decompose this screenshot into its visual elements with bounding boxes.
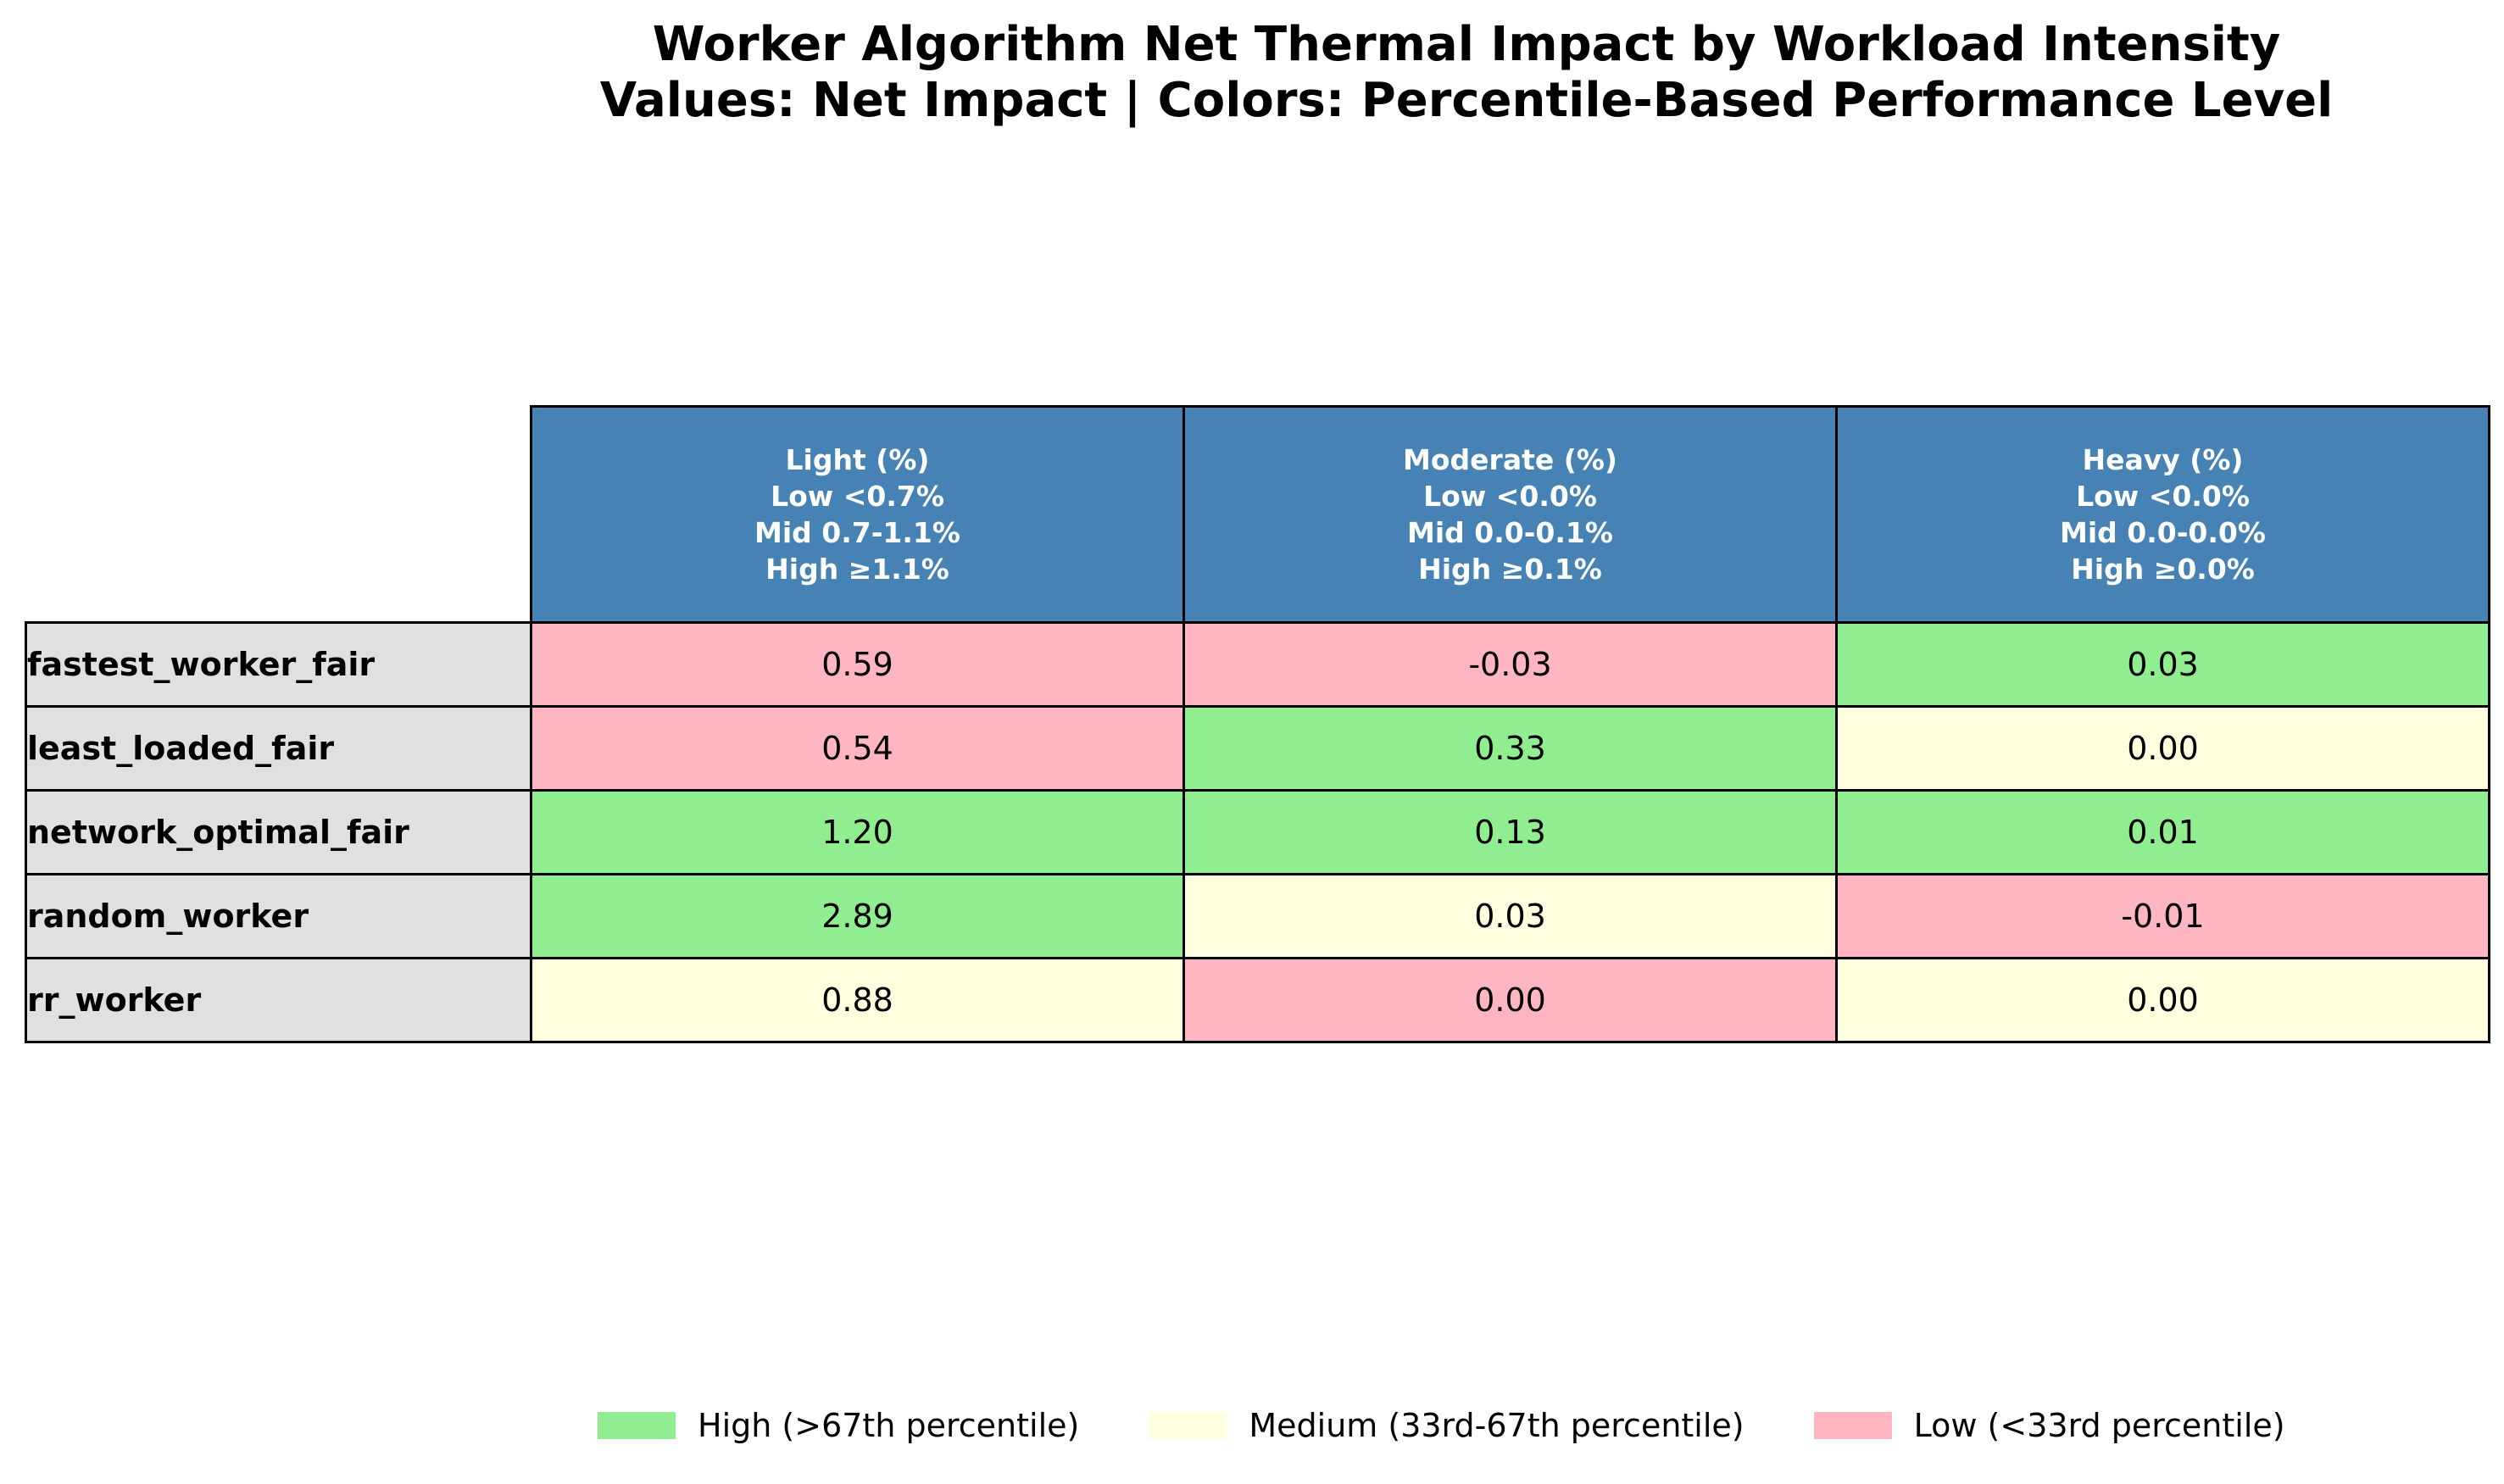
value-cell: 0.88	[530, 957, 1185, 1043]
value-cell: 0.03	[1835, 621, 2490, 708]
column-label: Heavy (%)	[2082, 443, 2244, 476]
column-header-row: Light (%) Low <0.7% Mid 0.7-1.1% High ≥1…	[26, 405, 2490, 624]
legend-label: Medium (33rd-67th percentile)	[1249, 1407, 1744, 1444]
column-high-threshold: High ≥1.1%	[765, 553, 949, 586]
row-label: rr_worker	[25, 957, 532, 1043]
legend-swatch	[1149, 1412, 1227, 1439]
value-cell: 0.59	[530, 621, 1185, 708]
legend: High (>67th percentile) Medium (33rd-67t…	[598, 1400, 2285, 1451]
value-cell: 0.00	[1835, 705, 2490, 792]
column-label: Moderate (%)	[1403, 443, 1617, 476]
value-cell: 1.20	[530, 789, 1185, 875]
value-cell: 0.03	[1182, 873, 1838, 959]
heatmap-table: Light (%) Low <0.7% Mid 0.7-1.1% High ≥1…	[25, 405, 2490, 1043]
legend-entry-high: High (>67th percentile)	[598, 1407, 1079, 1444]
value-cell: 0.33	[1182, 705, 1838, 792]
column-header-light: Light (%) Low <0.7% Mid 0.7-1.1% High ≥1…	[530, 405, 1185, 624]
column-high-threshold: High ≥0.1%	[1418, 553, 1602, 586]
table-row: fastest_worker_fair 0.59 -0.03 0.03	[25, 621, 2490, 708]
legend-label: High (>67th percentile)	[698, 1407, 1080, 1444]
legend-label: Low (<33rd percentile)	[1913, 1407, 2285, 1444]
value-cell: 0.54	[530, 705, 1185, 792]
row-label: random_worker	[25, 873, 532, 959]
value-cell: 0.13	[1182, 789, 1838, 875]
column-header-heavy: Heavy (%) Low <0.0% Mid 0.0-0.0% High ≥0…	[1835, 405, 2490, 624]
table-row: rr_worker 0.88 0.00 0.00	[25, 957, 2490, 1043]
legend-entry-medium: Medium (33rd-67th percentile)	[1149, 1407, 1744, 1444]
column-label: Light (%)	[785, 443, 930, 476]
column-low-threshold: Low <0.0%	[2076, 480, 2250, 513]
chart-title-line: Worker Algorithm Net Thermal Impact by W…	[652, 17, 2281, 72]
column-high-threshold: High ≥0.0%	[2071, 553, 2255, 586]
table-row: random_worker 2.89 0.03 -0.01	[25, 873, 2490, 959]
legend-entry-low: Low (<33rd percentile)	[1813, 1407, 2285, 1444]
row-label: fastest_worker_fair	[25, 621, 532, 708]
value-cell: 2.89	[530, 873, 1185, 959]
table-row: least_loaded_fair 0.54 0.33 0.00	[25, 705, 2490, 792]
value-cell: 0.01	[1835, 789, 2490, 875]
row-label: network_optimal_fair	[25, 789, 532, 875]
value-cell: 0.00	[1835, 957, 2490, 1043]
column-header-moderate: Moderate (%) Low <0.0% Mid 0.0-0.1% High…	[1182, 405, 1838, 624]
value-cell: 0.00	[1182, 957, 1838, 1043]
column-low-threshold: Low <0.0%	[1423, 480, 1597, 513]
column-mid-threshold: Mid 0.7-1.1%	[754, 516, 960, 549]
column-mid-threshold: Mid 0.0-0.0%	[2060, 516, 2266, 549]
legend-swatch	[1813, 1412, 1892, 1439]
chart-subtitle-line: Values: Net Impact | Colors: Percentile-…	[599, 73, 2334, 128]
chart-title: Worker Algorithm Net Thermal Impact by W…	[526, 17, 2407, 129]
table-row: network_optimal_fair 1.20 0.13 0.01	[25, 789, 2490, 875]
row-label: least_loaded_fair	[25, 705, 532, 792]
legend-swatch	[598, 1412, 676, 1439]
column-mid-threshold: Mid 0.0-0.1%	[1407, 516, 1613, 549]
value-cell: -0.01	[1835, 873, 2490, 959]
corner-cell	[26, 407, 531, 623]
value-cell: -0.03	[1182, 621, 1838, 708]
column-low-threshold: Low <0.7%	[771, 480, 944, 513]
